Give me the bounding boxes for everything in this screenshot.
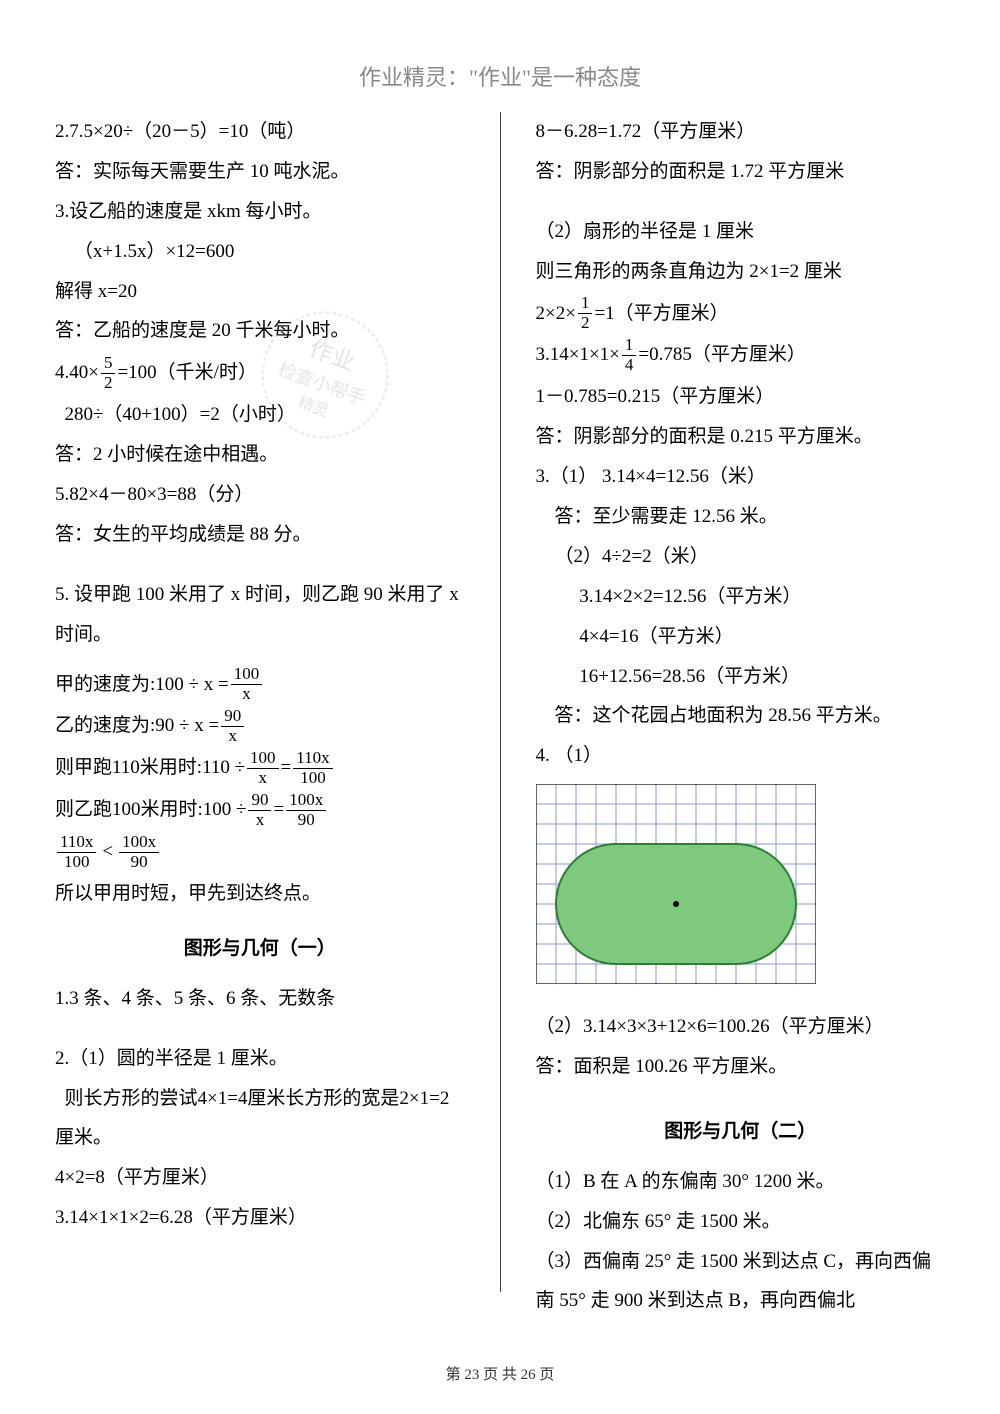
line: 1－0.785=0.215（平方厘米） xyxy=(536,377,946,417)
line: 答：阴影部分的面积是 1.72 平方厘米 xyxy=(536,152,946,192)
line: 3.14×2×2=12.56（平方米） xyxy=(536,577,946,617)
text: = xyxy=(273,790,284,830)
line: 所以甲用时短，甲先到达终点。 xyxy=(55,874,465,914)
math-line: 乙的速度为:90 ÷ x = 90x xyxy=(55,706,465,746)
math-line: 则甲跑110米用时:110 ÷ 100x = 110x100 xyxy=(55,748,465,788)
text: =1（平方厘米） xyxy=(594,294,728,334)
line: （2）4÷2=2（米） xyxy=(536,537,946,577)
fraction: 110x100 xyxy=(293,749,332,787)
math-line: 110x100 < 100x90 xyxy=(55,832,465,872)
fraction: 100x90 xyxy=(286,791,326,829)
fraction: 52 xyxy=(101,354,116,392)
line: 5.82×4－80×3=88（分） xyxy=(55,475,465,515)
math-line: 3.14×1×1× 14 =0.785（平方厘米） xyxy=(536,335,946,375)
math-line: 甲的速度为:100 ÷ x = 100x xyxy=(55,665,465,705)
section-title: 图形与几何（二） xyxy=(536,1112,946,1152)
math-line: 2×2× 12 =1（平方厘米） xyxy=(536,294,946,334)
line: 答：实际每天需要生产 10 吨水泥。 xyxy=(55,152,465,192)
line: 答：阴影部分的面积是 0.215 平方厘米。 xyxy=(536,417,946,457)
line: 2.（1）圆的半径是 1 厘米。 xyxy=(55,1039,465,1079)
left-column: 2.7.5×20÷（20－5）=10（吨） 答：实际每天需要生产 10 吨水泥。… xyxy=(55,112,465,1321)
fraction: 100x xyxy=(247,749,279,787)
column-divider xyxy=(500,112,501,1292)
line: 答：2 小时候在途中相遇。 xyxy=(55,435,465,475)
fraction: 14 xyxy=(622,336,637,374)
fraction: 90x xyxy=(221,707,244,745)
text: 乙的速度为:90 ÷ x = xyxy=(55,706,219,746)
line: 1.3 条、4 条、5 条、6 条、无数条 xyxy=(55,979,465,1019)
fraction: 12 xyxy=(578,294,593,332)
text: =0.785（平方厘米） xyxy=(638,335,805,375)
line: 5. 设甲跑 100 米用了 x 时间，则乙跑 90 米用了 x 时间。 xyxy=(55,575,465,655)
line: 4×4=16（平方米） xyxy=(536,617,946,657)
line: 4×2=8（平方厘米） xyxy=(55,1158,465,1198)
right-column: 8－6.28=1.72（平方厘米） 答：阴影部分的面积是 1.72 平方厘米 （… xyxy=(536,112,946,1321)
fraction: 90x xyxy=(248,791,271,829)
line: 3.（1） 3.14×4=12.56（米） xyxy=(536,457,946,497)
text: = xyxy=(281,748,292,788)
line: （2）扇形的半径是 1 厘米 xyxy=(536,212,946,252)
line: 答：这个花园占地面积为 28.56 平方米。 xyxy=(536,696,946,736)
line: （x+1.5x）×12=600 xyxy=(55,232,465,272)
line: 答：至少需要走 12.56 米。 xyxy=(536,497,946,537)
text: < xyxy=(102,832,113,872)
line: 16+12.56=28.56（平方米） xyxy=(536,657,946,697)
line: 则三角形的两条直角边为 2×1=2 厘米 xyxy=(536,252,946,292)
section-title: 图形与几何（一） xyxy=(55,929,465,969)
grid-figure xyxy=(536,784,816,984)
line: 答：女生的平均成绩是 88 分。 xyxy=(55,515,465,555)
page-header: 作业精灵："作业"是一种态度 xyxy=(55,60,945,92)
math-line: 则乙跑100米用时:100 ÷ 90x = 100x90 xyxy=(55,790,465,830)
text: 甲的速度为:100 ÷ x = xyxy=(55,665,229,705)
text: 2×2× xyxy=(536,294,576,334)
line: 8－6.28=1.72（平方厘米） xyxy=(536,112,946,152)
text: 4.40× xyxy=(55,353,99,393)
text: 则甲跑110米用时:110 ÷ xyxy=(55,748,245,788)
text: 则乙跑100米用时:100 ÷ xyxy=(55,790,246,830)
text: 3.14×1×1× xyxy=(536,335,620,375)
fraction: 100x xyxy=(231,665,263,703)
line: （2）北偏东 65° 走 1500 米。 xyxy=(536,1202,946,1242)
line: （2）3.14×3×3+12×6=100.26（平方厘米） xyxy=(536,1007,946,1047)
line: 解得 x=20 xyxy=(55,272,465,312)
content-columns: 2.7.5×20÷（20－5）=10（吨） 答：实际每天需要生产 10 吨水泥。… xyxy=(55,112,945,1321)
fraction: 100x90 xyxy=(119,833,159,871)
line: 答：面积是 100.26 平方厘米。 xyxy=(536,1047,946,1087)
svg-text:精灵: 精灵 xyxy=(296,393,332,421)
line: 则长方形的尝试4×1=4厘米长方形的宽是2×1=2 厘米。 xyxy=(55,1079,465,1159)
line: 3.14×1×1×2=6.28（平方厘米） xyxy=(55,1198,465,1238)
page-footer: 第 23 页 共 26 页 xyxy=(55,1363,945,1384)
line: （1）B 在 A 的东偏南 30° 1200 米。 xyxy=(536,1162,946,1202)
line: 3.设乙船的速度是 xkm 每小时。 xyxy=(55,192,465,232)
text: =100（千米/时） xyxy=(117,353,257,393)
line: 2.7.5×20÷（20－5）=10（吨） xyxy=(55,112,465,152)
fraction: 110x100 xyxy=(57,833,96,871)
line: （3）西偏南 25° 走 1500 米到达点 C，再向西偏南 55° 走 900… xyxy=(536,1242,946,1322)
line: 4. （1） xyxy=(536,736,946,776)
